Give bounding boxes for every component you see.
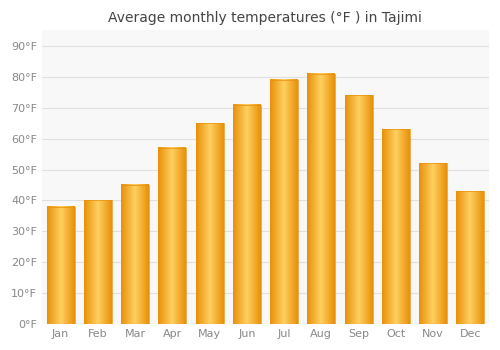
Bar [158,148,186,324]
Bar [456,191,484,324]
Bar [270,80,298,324]
Bar [344,95,372,324]
Bar [46,206,74,324]
Bar [196,123,224,324]
Bar [121,185,149,324]
Bar [382,130,409,324]
Bar [419,163,447,324]
Title: Average monthly temperatures (°F ) in Tajimi: Average monthly temperatures (°F ) in Ta… [108,11,422,25]
Bar [233,105,261,324]
Bar [308,74,336,324]
Bar [84,201,112,324]
